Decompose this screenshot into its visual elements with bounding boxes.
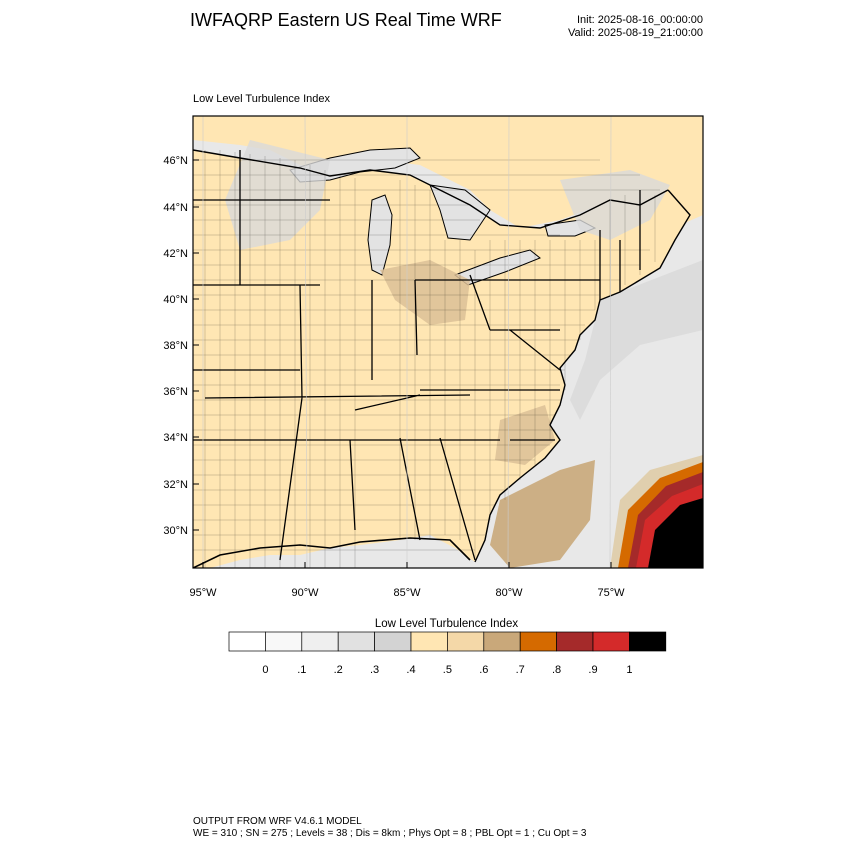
lon-tick-label: 75°W: [597, 587, 625, 599]
lat-tick-label: 36°N: [163, 386, 188, 398]
lon-tick-label: 85°W: [393, 587, 421, 599]
colorbar-label: 0: [262, 664, 268, 676]
high-index-carolinas: [495, 405, 555, 465]
colorbar-label: .6: [479, 664, 488, 676]
lat-tick-label: 40°N: [163, 294, 188, 306]
colorbar-swatch: [265, 631, 303, 652]
colorbar-swatch: [447, 631, 485, 652]
colorbar-swatch: [374, 631, 412, 652]
state-boundaries: [193, 150, 641, 568]
lat-tick-label: 32°N: [163, 479, 188, 491]
valid-time: Valid: 2025-08-19_21:00:00: [568, 27, 703, 39]
colorbar-label: .2: [334, 664, 343, 676]
colorbar-swatch: [410, 631, 448, 652]
colorbar-swatch: [519, 631, 557, 652]
colorbar-swatch: [629, 631, 667, 652]
colorbar-swatch: [337, 631, 375, 652]
high-index-atlantic: [490, 460, 595, 568]
colorbar-label: .5: [443, 664, 452, 676]
colorbar-swatch: [483, 631, 521, 652]
latitude-axis: 46°N 44°N 42°N 40°N 38°N 36°N 34°N 32°N 30°N: [163, 155, 199, 537]
map-frame: [192, 115, 704, 569]
high-index-ohio: [380, 260, 470, 325]
offshore-region: [570, 260, 703, 420]
colorbar-label: .4: [406, 664, 415, 676]
colorbar-label: .7: [516, 664, 525, 676]
time-info: Init: 2025-08-16_00:00:00 Valid: 2025-08…: [568, 14, 703, 40]
lat-tick-label: 42°N: [163, 248, 188, 260]
colorbar-label: .9: [588, 664, 597, 676]
map-area: [193, 116, 703, 568]
longitude-axis: 95°W 90°W 85°W 80°W 75°W: [189, 562, 625, 599]
low-index-region-1: [225, 140, 330, 250]
colorbar: 0 .1 .2 .3 .4 .5 .6 .7 .8 .9 1: [228, 631, 667, 676]
colorbar-title: Low Level Turbulence Index: [374, 618, 519, 630]
lon-tick-label: 95°W: [189, 587, 217, 599]
lat-tick-label: 30°N: [163, 525, 188, 537]
model-info-line2: WE = 310 ; SN = 275 ; Levels = 38 ; Dis …: [193, 828, 587, 839]
page-title: IWFAQRP Eastern US Real Time WRF: [190, 10, 502, 30]
lon-tick-label: 90°W: [291, 587, 319, 599]
colorbar-label: .1: [297, 664, 306, 676]
lon-tick-label: 80°W: [495, 587, 523, 599]
colorbar-label: .8: [552, 664, 561, 676]
low-index-region-2: [560, 170, 670, 240]
lat-tick-label: 44°N: [163, 202, 188, 214]
init-time: Init: 2025-08-16_00:00:00: [577, 14, 703, 26]
lat-tick-label: 46°N: [163, 155, 188, 167]
colorbar-swatch: [228, 631, 266, 652]
field-label: Low Level Turbulence Index: [193, 93, 330, 105]
model-info-line1: OUTPUT FROM WRF V4.6.1 MODEL: [193, 816, 362, 827]
us-land: [193, 150, 690, 568]
graticule: [202, 116, 612, 568]
lat-tick-label: 38°N: [163, 340, 188, 352]
colorbar-label: 1: [626, 664, 632, 676]
storm-core: [648, 498, 703, 568]
colorbar-swatch: [592, 631, 630, 652]
colorbar-label: .3: [370, 664, 379, 676]
colorbar-swatch: [301, 631, 339, 652]
county-grid: [193, 150, 660, 568]
lat-tick-label: 34°N: [163, 432, 188, 444]
colorbar-swatch: [556, 631, 594, 652]
